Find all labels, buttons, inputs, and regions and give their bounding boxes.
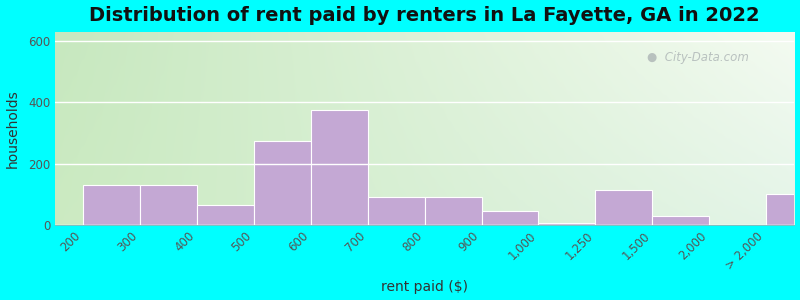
Y-axis label: households: households <box>6 89 19 168</box>
Bar <box>482 211 538 225</box>
Bar <box>83 185 140 225</box>
Bar <box>425 197 482 225</box>
Bar <box>140 185 198 225</box>
Bar <box>538 223 595 225</box>
Title: Distribution of rent paid by renters in La Fayette, GA in 2022: Distribution of rent paid by renters in … <box>90 6 760 25</box>
Bar <box>368 197 425 225</box>
Text: ●  City-Data.com: ● City-Data.com <box>646 51 749 64</box>
Bar <box>595 190 652 225</box>
Bar <box>766 194 800 225</box>
Bar <box>652 216 709 225</box>
X-axis label: rent paid ($): rent paid ($) <box>382 280 468 294</box>
Bar <box>198 205 254 225</box>
Bar <box>311 110 368 225</box>
Bar <box>254 140 311 225</box>
